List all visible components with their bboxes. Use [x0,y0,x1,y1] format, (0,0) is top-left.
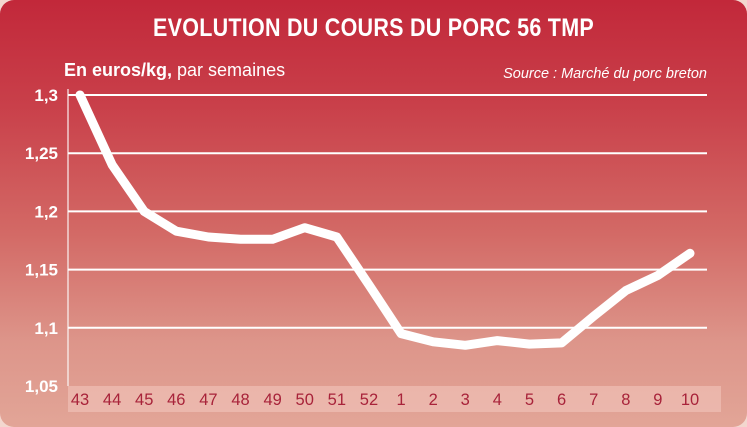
y-tick-label: 1,1 [34,319,58,338]
y-tick-label: 1,05 [25,377,58,396]
unit-text: En euros/kg, [64,60,173,80]
x-tick-label: 7 [589,391,598,409]
x-tick-label: 51 [328,391,346,409]
x-tick-label: 49 [263,391,281,409]
x-tick-label: 5 [525,391,534,409]
x-tick-label: 43 [71,391,89,409]
y-tick-label: 1,15 [25,261,58,280]
x-tick-label: 3 [461,391,470,409]
period-text: par semaines [172,60,286,80]
y-tick-label: 1,2 [34,202,58,221]
x-tick-label: 50 [296,391,314,409]
chart-title: EVOLUTION DU COURS DU PORC 56 TMP [153,14,594,42]
x-tick-label: 46 [167,391,185,409]
x-tick-label: 1 [396,391,405,409]
x-axis-band [68,386,721,412]
y-tick-label: 1,3 [34,86,58,105]
x-tick-label: 52 [360,391,378,409]
x-tick-label: 48 [231,391,249,409]
x-tick-label: 44 [103,391,121,409]
unit-label: En euros/kg, par semaines [64,60,285,81]
x-tick-label: 10 [681,391,699,409]
x-tick-label: 6 [557,391,566,409]
source-note: Source : Marché du porc breton [503,66,707,82]
x-tick-label: 47 [199,391,217,409]
series-line [75,90,695,350]
x-tick-label: 8 [621,391,630,409]
x-tick-label: 9 [653,391,662,409]
x-tick-label: 2 [429,391,438,409]
x-tick-label: 4 [493,391,502,409]
y-tick-label: 1,25 [25,144,58,163]
x-tick-label: 45 [135,391,153,409]
